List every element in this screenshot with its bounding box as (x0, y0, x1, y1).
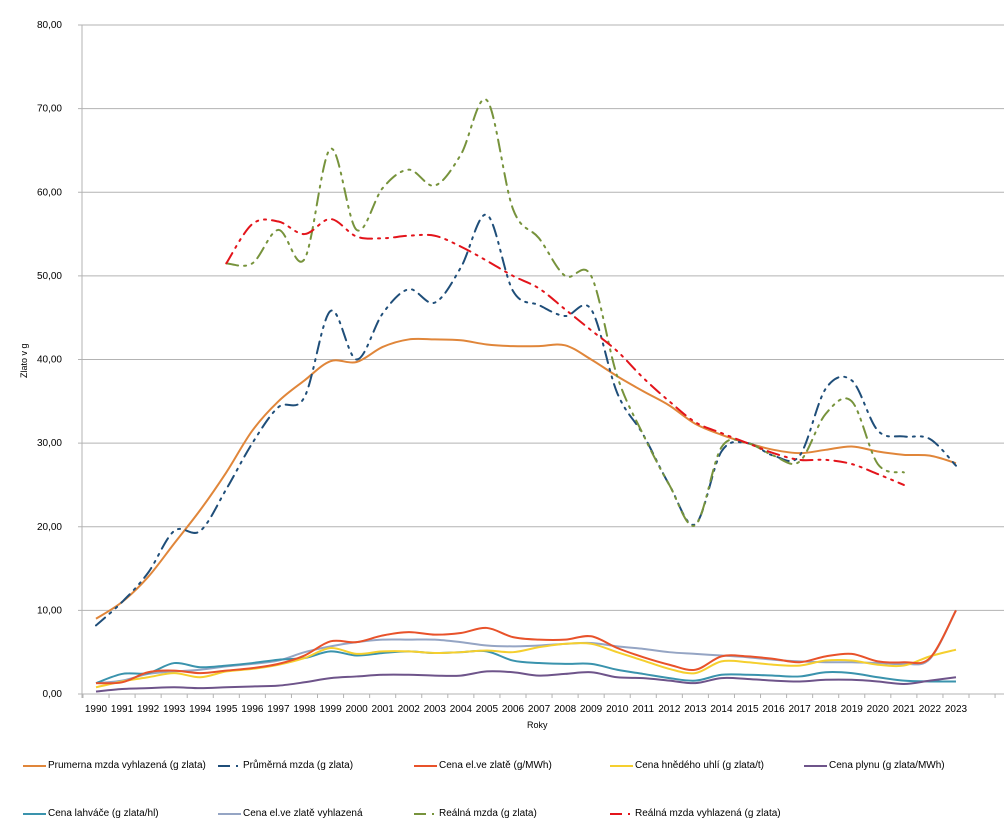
series-line-2 (95, 609, 957, 685)
y-axis-title: Zlato v g (19, 343, 29, 378)
x-tick-label: 2008 (554, 704, 577, 715)
axes (81, 25, 1004, 698)
legend-swatch (414, 764, 437, 767)
x-tick-label: 2020 (867, 704, 890, 715)
legend-label: Cena hnědého uhlí (g zlata/t) (635, 760, 764, 771)
legend-label: Cena el.ve zlatě vyhlazená (243, 808, 363, 819)
x-tick-label: 2019 (841, 704, 864, 715)
series-line-1 (95, 213, 957, 627)
x-tick-label: 2018 (815, 704, 838, 715)
legend-item: Reálná mzda vyhlazená (g zlata) (609, 808, 781, 819)
y-tick-label: 70,00 (37, 104, 62, 115)
legend-item: Prumerna mzda vyhlazená (g zlata) (22, 760, 206, 771)
legend-label: Cena plynu (g zlata/MWh) (829, 760, 945, 771)
x-tick-label: 2003 (424, 704, 447, 715)
legend-label: Cena lahváče (g zlata/hl) (48, 808, 159, 819)
x-tick-label: 2000 (345, 704, 368, 715)
legend-swatch (414, 812, 434, 815)
legend-item: Průměrná mzda (g zlata) (217, 760, 353, 771)
x-axis-title: Roky (527, 720, 548, 730)
y-tick-labels: 0,00 10,00 20,00 30,00 40,00 50,00 60,00 70,00 8… (37, 20, 62, 700)
x-tick-label: 2022 (919, 704, 942, 715)
x-tick-label: 2015 (736, 704, 759, 715)
legend-label: Reálná mzda (g zlata) (439, 808, 537, 819)
y-tick-label: 50,00 (37, 271, 62, 282)
x-tick-label: 1995 (215, 704, 238, 715)
series-line-5 (95, 649, 956, 685)
x-tick-label: 2002 (398, 704, 421, 715)
series-line-7 (225, 98, 905, 527)
y-tick-label: 20,00 (37, 522, 62, 533)
x-tick-label: 2007 (528, 704, 551, 715)
x-tick-label: 2010 (606, 704, 629, 715)
x-tick-label: 2014 (710, 704, 733, 715)
legend-label: Cena el.ve zlatě (g/MWh) (439, 760, 552, 771)
x-tick-label: 1993 (163, 704, 186, 715)
legend-label: Prumerna mzda vyhlazená (g zlata) (48, 760, 206, 771)
x-tick-label: 1999 (319, 704, 342, 715)
x-tick-label: 1990 (85, 704, 108, 715)
x-tick-label: 1996 (241, 704, 264, 715)
x-tick-label: 2017 (788, 704, 811, 715)
x-tick-label: 1994 (189, 704, 212, 715)
x-tick-label: 1992 (137, 704, 160, 715)
x-tick-label: 2023 (945, 704, 968, 715)
legend-swatch (23, 764, 46, 767)
y-tick-label: 0,00 (43, 689, 63, 700)
x-tick-label: 1998 (293, 704, 316, 715)
x-tick-label: 2016 (762, 704, 785, 715)
legend-item: Reálná mzda (g zlata) (413, 808, 537, 819)
legend-swatch (218, 764, 238, 767)
legend-label: Průměrná mzda (g zlata) (243, 760, 354, 771)
series-line-0 (95, 337, 957, 620)
legend-swatch (804, 764, 827, 767)
y-tick-label: 80,00 (37, 20, 62, 31)
x-tick-label: 2001 (372, 704, 395, 715)
legend-item: Cena el.ve zlatě (g/MWh) (413, 760, 552, 771)
legend-swatch (610, 764, 633, 767)
legend-item: Cena el.ve zlatě vyhlazená (217, 808, 363, 819)
x-tick-label: 2005 (476, 704, 499, 715)
x-tick-labels: 1990 1991 1992 1993 1994 1995 1996 1997 1998 1999… (85, 704, 968, 715)
gridlines (78, 24, 1004, 695)
x-tick-label: 2004 (450, 704, 473, 715)
x-tick-label: 2009 (580, 704, 603, 715)
y-tick-label: 40,00 (37, 355, 62, 366)
legend-swatch (23, 812, 46, 815)
y-tick-label: 60,00 (37, 187, 62, 198)
legend-item: Cena lahváče (g zlata/hl) (22, 808, 159, 819)
series-lines (95, 98, 957, 693)
legend-swatch (610, 812, 630, 815)
series-line-8 (225, 218, 905, 486)
legend-swatch (218, 812, 241, 815)
x-tick-label: 2012 (658, 704, 681, 715)
x-tick-label: 1991 (111, 704, 134, 715)
series-line-4 (95, 670, 957, 693)
legend-label: Reálná mzda vyhlazená (g zlata) (635, 808, 781, 819)
x-tick-label: 2006 (502, 704, 525, 715)
x-tick-label: 2013 (684, 704, 707, 715)
x-tick-label: 2011 (633, 704, 655, 715)
legend-item: Cena plynu (g zlata/MWh) (803, 760, 945, 771)
x-tick-label: 2021 (893, 704, 916, 715)
y-tick-label: 10,00 (37, 605, 62, 616)
x-tick-label: 1997 (267, 704, 290, 715)
legend-item: Cena hnědého uhlí (g zlata/t) (609, 760, 764, 771)
y-tick-label: 30,00 (37, 438, 62, 449)
